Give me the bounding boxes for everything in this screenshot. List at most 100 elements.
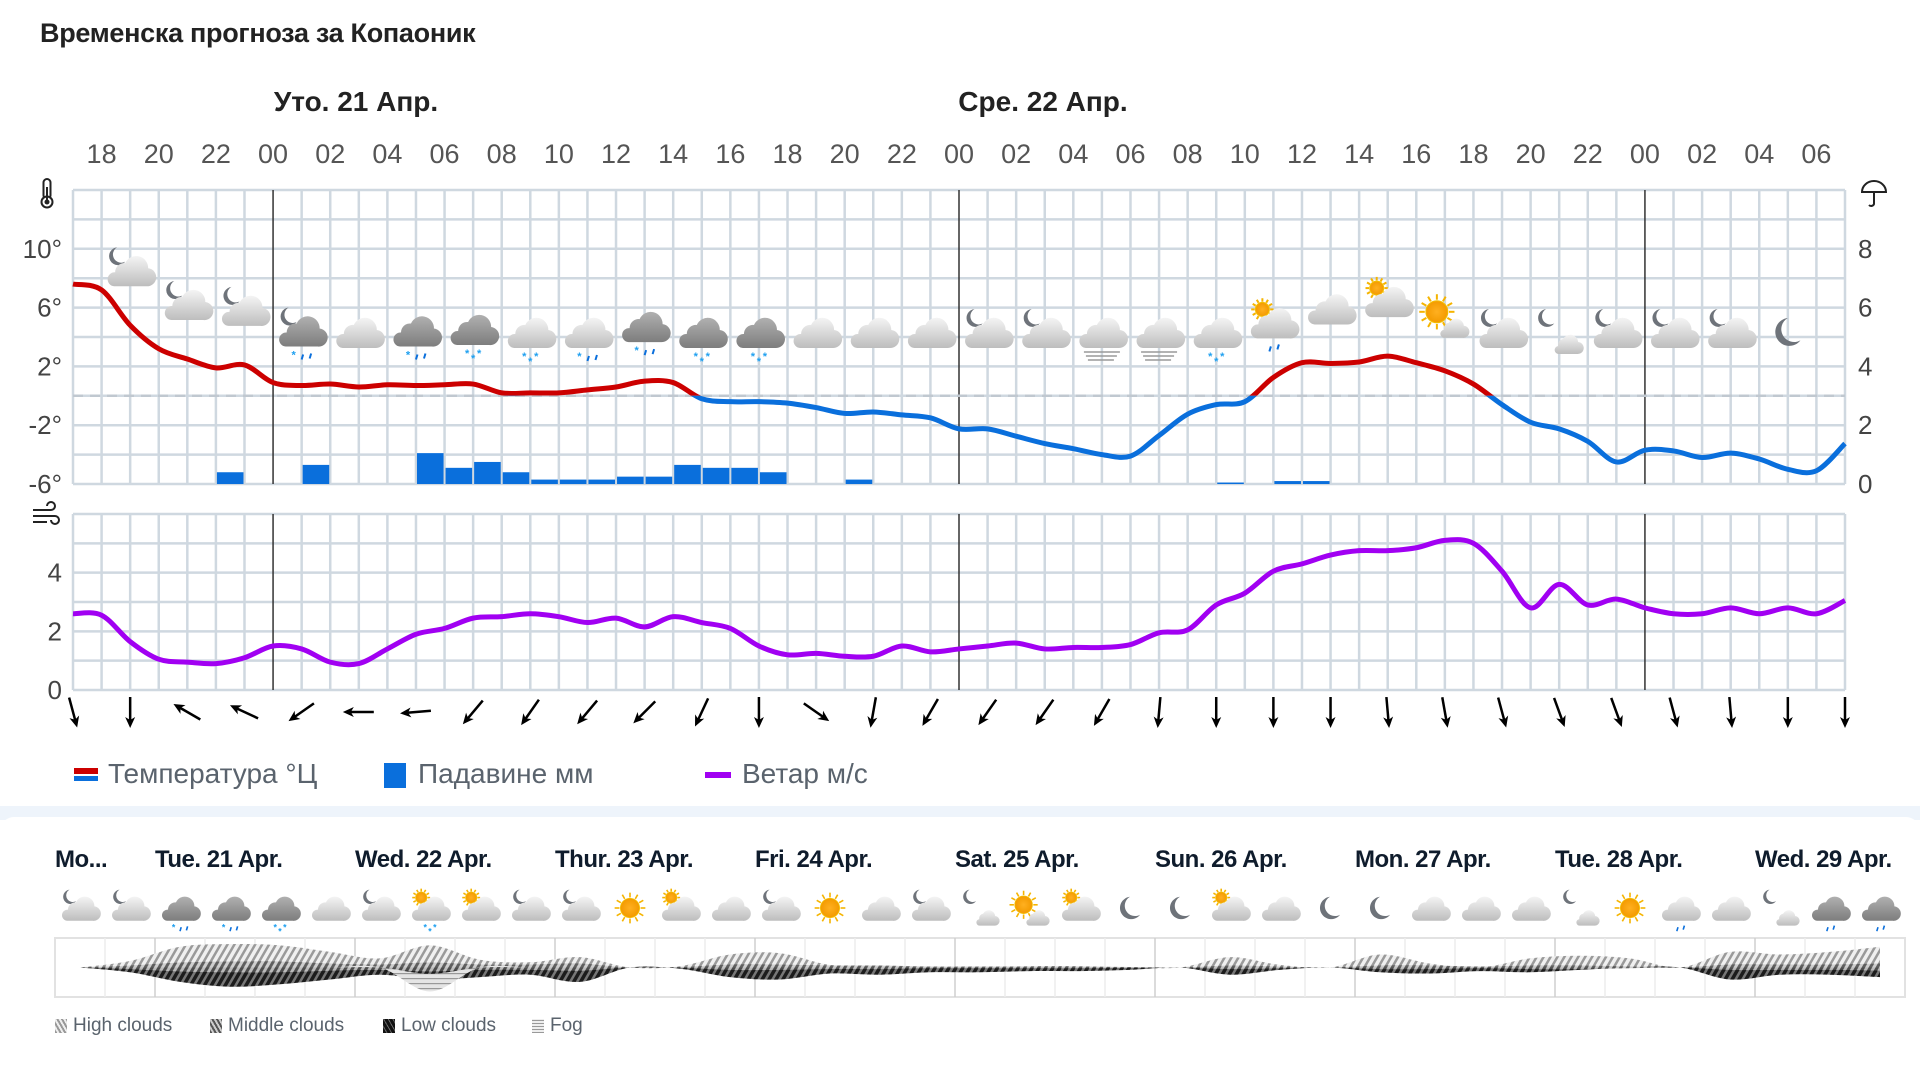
outlook-weather-icon xyxy=(61,889,101,921)
wind-direction-arrow xyxy=(633,700,657,724)
hour-tick-label: 18 xyxy=(772,139,802,169)
weather-icon xyxy=(1538,308,1584,355)
wind-direction-arrow xyxy=(342,707,374,717)
thermometer-icon xyxy=(40,178,54,209)
hour-tick-label: 04 xyxy=(1058,139,1088,169)
legend-wind-swatch xyxy=(705,772,731,778)
hour-tick-label: 20 xyxy=(830,139,860,169)
precipitation-bar xyxy=(416,453,444,484)
legend-high-clouds-label: High clouds xyxy=(73,1015,173,1036)
hour-tick-label: 08 xyxy=(487,139,517,169)
svg-text:*: * xyxy=(465,348,470,360)
hour-tick-label: 06 xyxy=(430,139,460,169)
hour-tick-label: 22 xyxy=(201,139,231,169)
outlook-day-label: Wed. 22 Apr. xyxy=(355,846,492,873)
wind-direction-arrow xyxy=(577,699,599,725)
fog-area xyxy=(80,965,1880,992)
section-divider xyxy=(0,806,1920,820)
wind-tick-label: 0 xyxy=(48,675,62,705)
weather-icon xyxy=(1308,294,1357,325)
outlook-weather-icon: * ** xyxy=(261,896,301,936)
temperature-line-above-zero xyxy=(72,281,1495,396)
hour-tick-label: 14 xyxy=(1344,139,1374,169)
hour-tick-label: 16 xyxy=(715,139,745,169)
precipitation-bar xyxy=(845,479,873,484)
outlook-weather-icon xyxy=(561,889,601,921)
wind-direction-arrow xyxy=(173,704,201,721)
wind-tick-label: 2 xyxy=(48,616,62,646)
outlook-day-label: Mo... xyxy=(55,846,108,873)
weather-icon xyxy=(221,286,271,326)
svg-text:*: * xyxy=(577,351,582,363)
weather-icon xyxy=(1593,308,1643,349)
precip-tick-label: 8 xyxy=(1858,234,1872,264)
hour-tick-label: 18 xyxy=(87,139,117,169)
wind-direction-arrow xyxy=(1496,697,1509,728)
precipitation-bar xyxy=(645,476,673,484)
precip-tick-label: 6 xyxy=(1858,293,1872,323)
wind-direction-arrow xyxy=(1726,696,1737,728)
svg-text:*: * xyxy=(471,353,476,365)
weather-icon xyxy=(793,317,843,349)
outlook-weather-icon xyxy=(614,892,646,924)
hour-tick-label: 04 xyxy=(1744,139,1774,169)
legend-fog: Fog xyxy=(532,1015,583,1037)
hour-tick-label: 22 xyxy=(887,139,917,169)
legend-middle-clouds: Middle clouds xyxy=(210,1015,344,1037)
svg-text:*: * xyxy=(522,351,527,363)
outlook-weather-icon xyxy=(963,889,1000,926)
legend-middle-clouds-label: Middle clouds xyxy=(228,1015,345,1036)
hour-tick-label: 06 xyxy=(1115,139,1145,169)
svg-text:*: * xyxy=(634,345,639,357)
outlook-weather-icon xyxy=(861,896,901,921)
weather-icon: * ** xyxy=(679,317,728,368)
weather-icon xyxy=(1250,298,1300,352)
outlook-weather-icon xyxy=(1169,896,1191,920)
hour-tick-label: 10 xyxy=(544,139,574,169)
outlook-weather-icon xyxy=(1461,896,1501,921)
weather-icon: * ** xyxy=(1193,317,1243,368)
svg-text:*: * xyxy=(292,350,297,362)
svg-text:*: * xyxy=(273,922,277,932)
hour-tick-label: 14 xyxy=(658,139,688,169)
outlook-weather-icon xyxy=(1369,896,1391,920)
precipitation-bar xyxy=(445,467,473,484)
outlook-weather-icon xyxy=(1119,896,1141,920)
middle-clouds-swatch xyxy=(210,1019,222,1033)
wind-direction-arrow xyxy=(922,698,940,726)
outlook-weather-icon xyxy=(711,896,751,921)
wind-direction-arrow xyxy=(1610,697,1623,728)
temp-tick-label: 10° xyxy=(23,234,62,264)
precipitation-bar xyxy=(531,479,558,484)
wind-direction-arrow xyxy=(400,707,432,718)
day-header-wednesday: Сре. 22 Апр. xyxy=(958,86,1128,117)
weather-icon xyxy=(1136,317,1186,361)
weather-icon: * xyxy=(564,317,614,363)
high-clouds-swatch xyxy=(55,1019,67,1033)
weather-icon xyxy=(907,317,957,349)
weather-icon xyxy=(1079,317,1128,361)
weather-icon xyxy=(965,308,1014,349)
outlook-weather-icon xyxy=(1661,896,1701,932)
svg-text:*: * xyxy=(700,356,705,368)
outlook-weather-icon: * xyxy=(211,896,251,932)
outlook-day-label: Fri. 24 Apr. xyxy=(755,846,873,873)
hour-tick-label: 22 xyxy=(1573,139,1603,169)
hour-tick-label: 16 xyxy=(1401,139,1431,169)
outlook-weather-icon xyxy=(511,889,551,921)
outlook-weather-icon xyxy=(661,888,701,921)
hour-tick-label: 00 xyxy=(944,139,974,169)
hour-tick-label: 04 xyxy=(372,139,402,169)
legend-temperature-label: Температура °Ц xyxy=(108,758,318,789)
wind-direction-arrow xyxy=(1153,696,1164,728)
weather-icon xyxy=(1419,294,1470,338)
precip-tick-label: 0 xyxy=(1858,469,1872,499)
outlook-day-label: Mon. 27 Apr. xyxy=(1355,846,1491,873)
wind-direction-arrow xyxy=(1668,697,1680,728)
outlook-weather-icon xyxy=(761,889,801,921)
hour-tick-label: 06 xyxy=(1801,139,1831,169)
middle-clouds-area xyxy=(80,961,1880,973)
svg-text:*: * xyxy=(423,922,427,932)
svg-text:*: * xyxy=(534,351,539,363)
temp-tick-label: -6° xyxy=(28,469,62,499)
